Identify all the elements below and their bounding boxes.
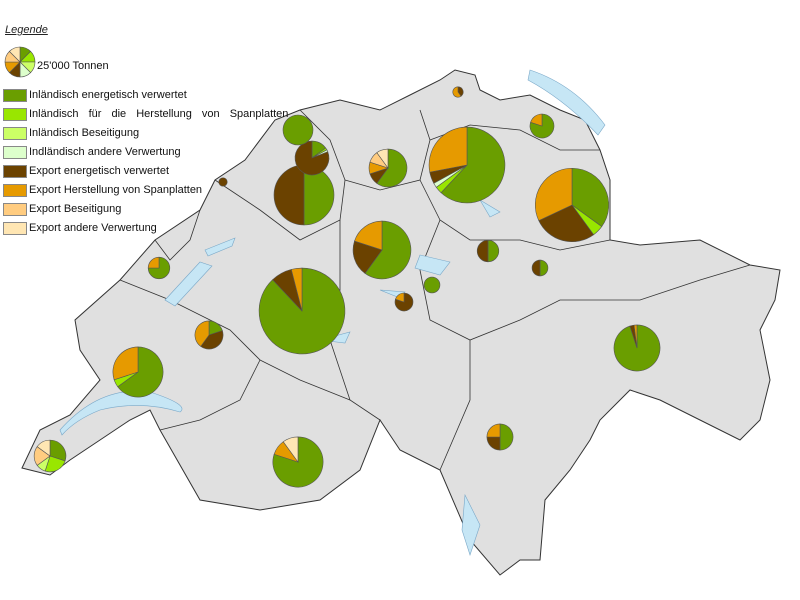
pie-slice: [282, 114, 314, 146]
legend-swatch: [3, 88, 27, 102]
legend-title: Legende: [5, 24, 48, 36]
pie-slice: [8, 46, 21, 63]
pie-slice: [538, 204, 595, 242]
pie-slice: [352, 240, 383, 274]
pie-slice: [200, 330, 224, 350]
pie-slice: [476, 239, 489, 263]
pie-slice: [531, 259, 541, 277]
pie-chart: [486, 423, 514, 451]
legend-item: Inländisch Beseitigung: [3, 126, 139, 140]
legend-label: Export Beseitigung: [29, 203, 122, 215]
legend-swatch: [3, 164, 27, 178]
pie-slice: [395, 292, 405, 303]
legend-scale-label: 25'000 Tonnen: [37, 60, 109, 72]
legend-swatch: [3, 126, 27, 140]
legend-label: Export energetisch verwertet: [29, 165, 170, 177]
pie-chart: [258, 267, 346, 355]
pie-slice: [633, 324, 638, 349]
legend-scale-pie: [4, 46, 36, 78]
pie-chart: [423, 276, 441, 294]
legend-item: Export Herstellung von Spanplatten: [3, 183, 202, 197]
pie-chart: [272, 436, 324, 488]
canton-border: [259, 359, 351, 401]
pie-slice: [273, 164, 305, 226]
pie-chart: [529, 113, 555, 139]
pie-slice: [282, 436, 299, 463]
pie-chart: [394, 292, 414, 312]
legend-item: Export energetisch verwertet: [3, 164, 169, 178]
legend-item: Inländisch energetisch verwertet: [3, 88, 187, 102]
pie-chart: [218, 177, 228, 187]
legend-label: Inländisch energetisch verwertet: [29, 89, 187, 101]
pie-chart: [368, 148, 408, 188]
pie-slice: [428, 126, 468, 173]
legend-item: Export andere Verwertung: [3, 221, 157, 235]
pie-slice: [452, 86, 462, 98]
pie-slice: [534, 167, 573, 222]
pie-chart: [294, 140, 330, 176]
legend-item: Export Beseitigung: [3, 202, 121, 216]
legend-label: Inländisch für die Herstellung von Spanp…: [29, 108, 289, 120]
pie-chart: [531, 259, 549, 277]
pie-chart: [112, 346, 164, 398]
pie-slice: [117, 346, 164, 398]
pie-chart: [282, 114, 314, 146]
pie-slice: [36, 439, 51, 457]
lake: [479, 199, 501, 218]
pie-chart: [534, 167, 609, 242]
legend-swatch: [3, 183, 27, 197]
pie-chart: [147, 256, 171, 280]
pie-slice: [354, 220, 383, 251]
pie-slice: [571, 167, 609, 228]
legend-item: Indländisch andere Verwertung: [3, 145, 181, 159]
legend-swatch: [3, 145, 27, 159]
pie-slice: [49, 439, 67, 462]
legend-label: Inländisch Beseitigung: [29, 127, 140, 139]
lake: [527, 69, 606, 136]
pie-slice: [423, 276, 441, 294]
pie-chart: [33, 439, 67, 473]
legend-label: Export Herstellung von Spanplatten: [29, 184, 203, 196]
pie-charts: [33, 86, 661, 488]
legend-swatch: [3, 107, 27, 121]
lake: [164, 261, 213, 307]
pie-slice: [194, 320, 210, 347]
legend-label: Indländisch andere Verwertung: [29, 146, 181, 158]
pie-slice: [539, 259, 549, 277]
pie-slice: [147, 256, 160, 269]
pie-chart: [273, 164, 335, 226]
pie-slice: [487, 239, 500, 263]
pie-chart: [352, 220, 412, 280]
legend-label: Export andere Verwertung: [29, 222, 157, 234]
pie-slice: [147, 256, 171, 280]
pie-chart: [476, 239, 500, 263]
pie-slice: [376, 148, 408, 188]
pie-slice: [272, 436, 324, 488]
pie-chart: [428, 126, 506, 204]
legend-swatch: [3, 202, 27, 216]
lake: [414, 254, 451, 276]
pie-chart: [194, 320, 224, 350]
lake: [204, 237, 236, 257]
pie-slice: [499, 423, 514, 451]
pie-slice: [112, 346, 139, 381]
canton-border: [154, 209, 201, 261]
pie-chart: [452, 86, 464, 98]
pie-slice: [218, 177, 228, 187]
pie-slice: [440, 126, 506, 204]
canton-border: [419, 179, 611, 251]
legend-swatch: [3, 221, 27, 235]
canton-border: [439, 340, 471, 471]
pie-chart: [613, 324, 661, 372]
pie-slice: [486, 423, 501, 438]
legend-item: Inländisch für die Herstellung von Spanp…: [3, 107, 288, 121]
pie-slice: [364, 220, 412, 280]
pie-slice: [290, 267, 303, 312]
pie-slice: [376, 148, 389, 169]
lake: [461, 493, 481, 556]
lake: [59, 390, 183, 436]
canton-border: [419, 219, 751, 341]
pie-slice: [530, 113, 543, 127]
